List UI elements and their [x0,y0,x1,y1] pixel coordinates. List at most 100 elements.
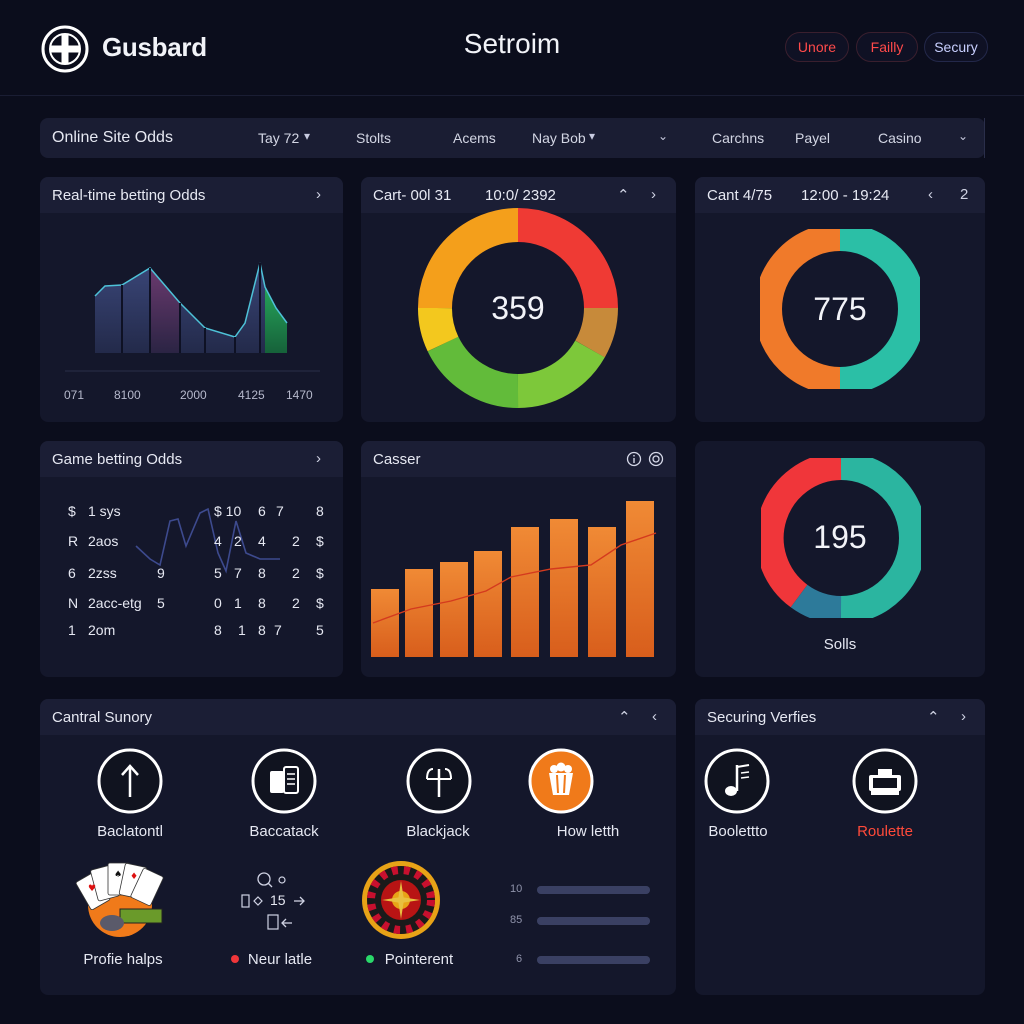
donut-center-value: 195 [813,519,867,555]
chevron-up-icon[interactable]: ⌃ [927,709,940,726]
realtime-odds-card: Real-time betting Odds › 071 8100 2000 4… [40,177,343,422]
odds-area-chart [65,262,320,372]
chevron-right-icon[interactable]: › [651,186,656,203]
nav-item-carchns[interactable]: Carchns [712,130,765,146]
table-cell: 0 [214,595,222,611]
card-header: Real-time betting Odds › [40,177,343,213]
card-header: Cantral Sunory ⌃ ‹ [40,699,676,735]
nav-item-nay-bob[interactable]: Nay Bob [532,130,586,146]
table-cell: 5 [157,595,165,611]
cart-donut-card-2: Cant 4/75 12:00 - 19:24 ‹ 2 775 [695,177,985,422]
secury-button[interactable]: Secury [924,32,988,62]
security-label: Boolettto [708,823,768,840]
popcorn-icon [528,748,594,814]
chevron-left-icon[interactable]: ‹ [928,186,933,203]
card-title: Real-time betting Odds [52,187,206,204]
security-card: Securing Verfies ⌃ › Boolettto Roulette [695,699,985,995]
chevron-right-icon[interactable]: › [316,450,321,467]
game-label: Blackjack [406,823,470,840]
table-cell: 2 [292,565,300,581]
card-header: Securing Verfies ⌃ › [695,699,985,735]
card-title: Cant 4/75 [707,187,773,204]
chevron-left-icon[interactable]: ‹ [652,708,657,725]
table-cell: $ [316,565,324,581]
table-cell: 6 [258,503,266,519]
table-cell: R [68,533,79,549]
donut-segment [418,307,459,352]
table-cell: $ [316,533,324,549]
bar [550,519,578,657]
table-cell: 1 [234,595,242,611]
card-header: Casser [361,441,676,477]
chevron-right-icon[interactable]: › [316,186,321,203]
cart-donut-card: Cart- 00l 31 10:0/ 2392 ⌃ › 359 [361,177,676,422]
symbol-value: 15 [270,892,286,908]
table-cell: $ [316,595,324,611]
card-title: Game betting Odds [52,451,183,468]
settings-icon[interactable] [648,451,664,467]
table-cell: $ 10 [214,503,242,519]
donut-segment [761,458,842,608]
game-label: Pointerent [384,951,454,968]
nav-item-stolts[interactable]: Stolts [356,130,392,146]
failly-button[interactable]: Failly [856,32,918,62]
table-cell: 8 [214,622,222,638]
symbols-icon [241,872,305,930]
chevron-down-icon[interactable]: ⌄ [958,129,969,143]
chevron-up-icon[interactable]: ⌃ [617,187,630,204]
nav-item-payel[interactable]: Payel [795,130,831,146]
card-title: Cantral Sunory [52,709,153,726]
x-tick-label: 4125 [238,388,265,402]
card-time: 12:00 - 19:24 [801,187,890,204]
x-tick-label: 2000 [180,388,207,402]
area-segment [150,268,180,353]
bar [474,551,502,657]
game-label: Baccatack [249,823,319,840]
table-cell: 2zss [88,565,117,581]
nav-item-acems[interactable]: Acems [453,130,496,146]
nav-item-casino[interactable]: Casino [878,130,922,146]
svg-text:♦: ♦ [130,872,138,882]
chevron-right-icon[interactable]: › [961,708,966,725]
table-cell: 9 [157,565,165,581]
donut-segment [760,229,841,389]
progress-bar [537,886,650,894]
table-cell: 8 [258,595,266,611]
info-icon[interactable] [626,451,642,467]
bar [626,501,654,657]
table-cell: 4 [258,533,266,549]
status-dot-red [231,955,239,963]
unore-button[interactable]: Unore [785,32,849,62]
music-note-icon [704,748,770,814]
solls-donut-chart [761,458,921,618]
roulette-wheel-icon [362,861,440,939]
card-stack-icon [251,748,317,814]
table-cell: 8 [258,622,266,638]
table-cell: 1 [238,622,246,638]
table-cell: 5 [316,622,324,638]
chevron-down-icon[interactable]: ⌄ [658,129,669,143]
app-header: Gusbard Setroim Unore Failly Secury [0,0,1024,96]
playing-cards-icon: ♥ ♠ ♦ [75,862,164,937]
donut-segment [517,340,605,408]
game-odds-card: Game betting Odds › $ 1 sys $ 10 6 7 8 R… [40,441,343,677]
chevron-down-icon[interactable]: ▾ [304,129,311,143]
donut-segment [790,584,842,618]
card-title: Cart- 00l 31 [373,187,452,204]
odds-sparkline [135,507,280,574]
cash-register-icon [852,748,918,814]
card-header: Cant 4/75 12:00 - 19:24 ‹ 2 [695,177,985,213]
chevron-up-icon[interactable]: ⌃ [618,709,631,726]
x-tick-label: 071 [64,388,85,402]
status-dot-green [366,955,374,963]
card-title: Casser [373,451,421,468]
progress-fill [537,886,650,894]
bar [371,589,399,657]
table-cell: 2 [292,533,300,549]
nav-item-tay[interactable]: Tay 72 [258,130,300,146]
chevron-down-icon[interactable]: ▾ [589,129,596,143]
trident-icon [406,748,472,814]
donut-segment [418,208,519,309]
card-header: Cart- 00l 31 10:0/ 2392 ⌃ › [361,177,676,213]
page-number[interactable]: 2 [960,186,969,203]
